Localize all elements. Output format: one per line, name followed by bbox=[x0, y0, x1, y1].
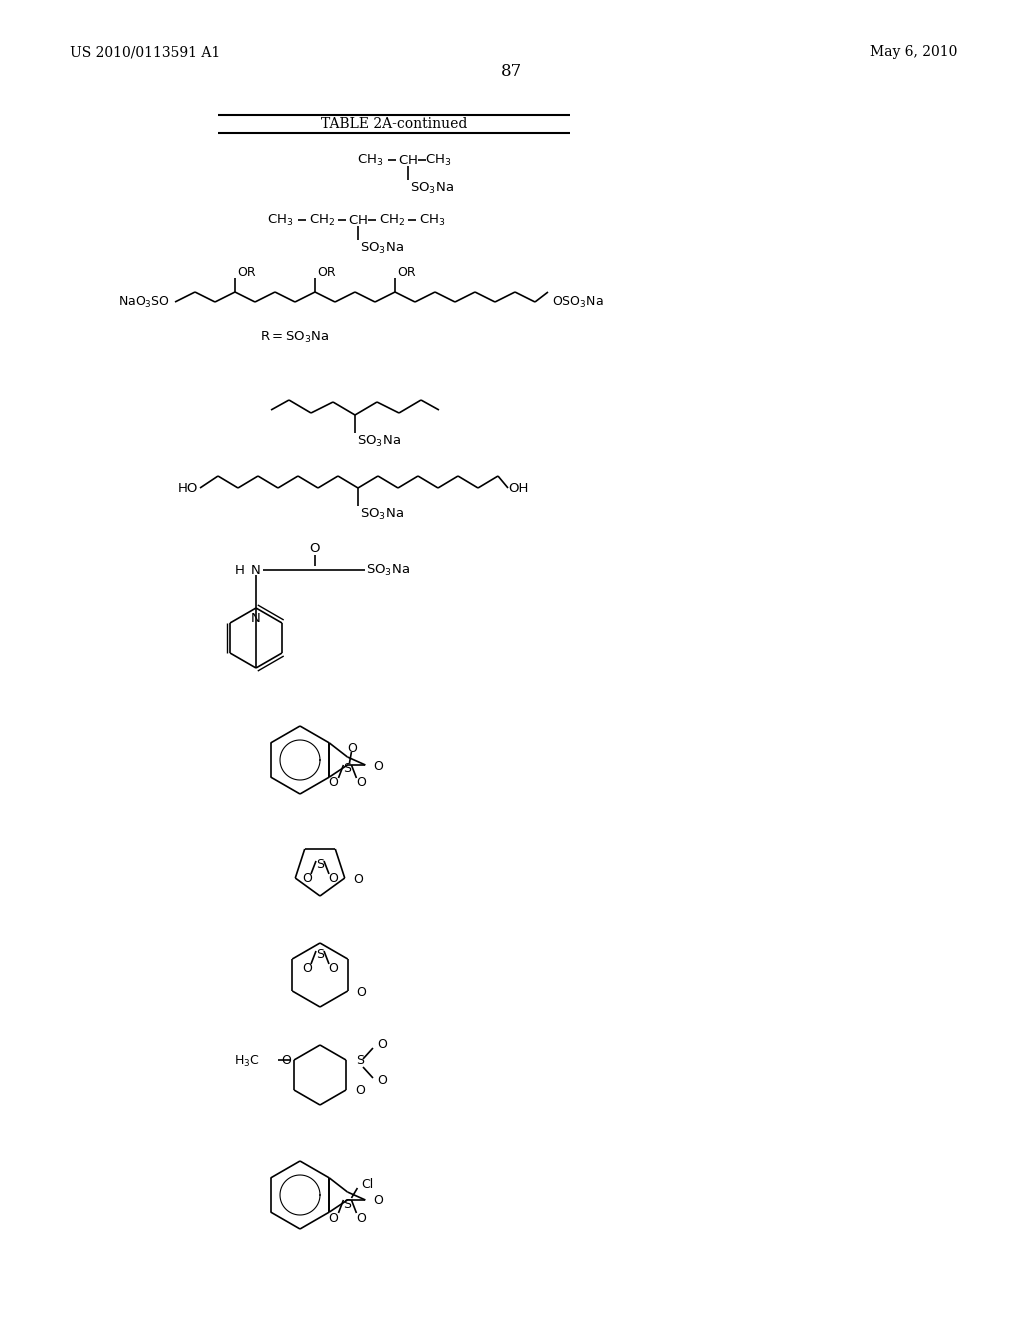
Text: $\mathsf{CH}$: $\mathsf{CH}$ bbox=[398, 153, 418, 166]
Text: O: O bbox=[377, 1039, 387, 1052]
Text: $\mathsf{SO_3Na}$: $\mathsf{SO_3Na}$ bbox=[366, 562, 410, 578]
Text: $\mathsf{CH_2}$: $\mathsf{CH_2}$ bbox=[379, 213, 406, 227]
Text: O: O bbox=[329, 1212, 338, 1225]
Text: $\mathsf{OSO_3Na}$: $\mathsf{OSO_3Na}$ bbox=[552, 294, 603, 310]
Text: 87: 87 bbox=[502, 63, 522, 81]
Text: May 6, 2010: May 6, 2010 bbox=[870, 45, 957, 59]
Text: $\mathsf{SO_3Na}$: $\mathsf{SO_3Na}$ bbox=[410, 181, 454, 195]
Text: OR: OR bbox=[317, 265, 336, 279]
Text: HO: HO bbox=[177, 482, 198, 495]
Text: $\mathsf{SO_3Na}$: $\mathsf{SO_3Na}$ bbox=[357, 433, 401, 449]
Text: O: O bbox=[374, 759, 383, 772]
Text: N: N bbox=[251, 611, 261, 624]
Text: O: O bbox=[356, 1212, 367, 1225]
Text: TABLE 2A-continued: TABLE 2A-continued bbox=[321, 117, 467, 131]
Text: S: S bbox=[356, 1055, 364, 1068]
Text: S: S bbox=[343, 1197, 351, 1210]
Text: O: O bbox=[328, 961, 338, 974]
Text: $\mathsf{SO_3Na}$: $\mathsf{SO_3Na}$ bbox=[360, 240, 404, 256]
Text: $\mathsf{CH}$: $\mathsf{CH}$ bbox=[348, 214, 368, 227]
Text: O: O bbox=[356, 986, 367, 998]
Text: S: S bbox=[343, 763, 351, 776]
Text: OR: OR bbox=[397, 265, 416, 279]
Text: O: O bbox=[355, 1085, 365, 1097]
Text: OH: OH bbox=[508, 482, 528, 495]
Text: O: O bbox=[329, 776, 338, 789]
Text: N: N bbox=[251, 564, 261, 577]
Text: O: O bbox=[377, 1074, 387, 1088]
Text: O: O bbox=[309, 541, 321, 554]
Text: $\mathsf{CH_3}$: $\mathsf{CH_3}$ bbox=[356, 152, 383, 168]
Text: O: O bbox=[353, 873, 364, 886]
Text: O: O bbox=[302, 873, 312, 886]
Text: H: H bbox=[236, 564, 245, 577]
Text: O: O bbox=[347, 742, 357, 755]
Text: $\mathsf{NaO_3SO}$: $\mathsf{NaO_3SO}$ bbox=[118, 294, 170, 310]
Text: $\mathsf{CH_3}$: $\mathsf{CH_3}$ bbox=[267, 213, 293, 227]
Text: O: O bbox=[356, 776, 367, 789]
Text: O: O bbox=[328, 873, 338, 886]
Text: O: O bbox=[281, 1055, 291, 1068]
Text: US 2010/0113591 A1: US 2010/0113591 A1 bbox=[70, 45, 220, 59]
Text: O: O bbox=[302, 961, 312, 974]
Text: $\mathsf{CH_3}$: $\mathsf{CH_3}$ bbox=[419, 213, 445, 227]
Text: $\mathsf{CH_3}$: $\mathsf{CH_3}$ bbox=[425, 152, 452, 168]
Text: OR: OR bbox=[237, 265, 256, 279]
Text: $\mathsf{SO_3Na}$: $\mathsf{SO_3Na}$ bbox=[360, 507, 404, 521]
Text: Cl: Cl bbox=[361, 1177, 374, 1191]
Text: S: S bbox=[316, 949, 324, 961]
Text: O: O bbox=[374, 1195, 383, 1208]
Text: $\mathsf{H_3C}$: $\mathsf{H_3C}$ bbox=[234, 1053, 260, 1069]
Text: S: S bbox=[316, 858, 324, 871]
Text: $\mathsf{R = SO_3Na}$: $\mathsf{R = SO_3Na}$ bbox=[260, 330, 330, 345]
Text: $\mathsf{CH_2}$: $\mathsf{CH_2}$ bbox=[309, 213, 335, 227]
